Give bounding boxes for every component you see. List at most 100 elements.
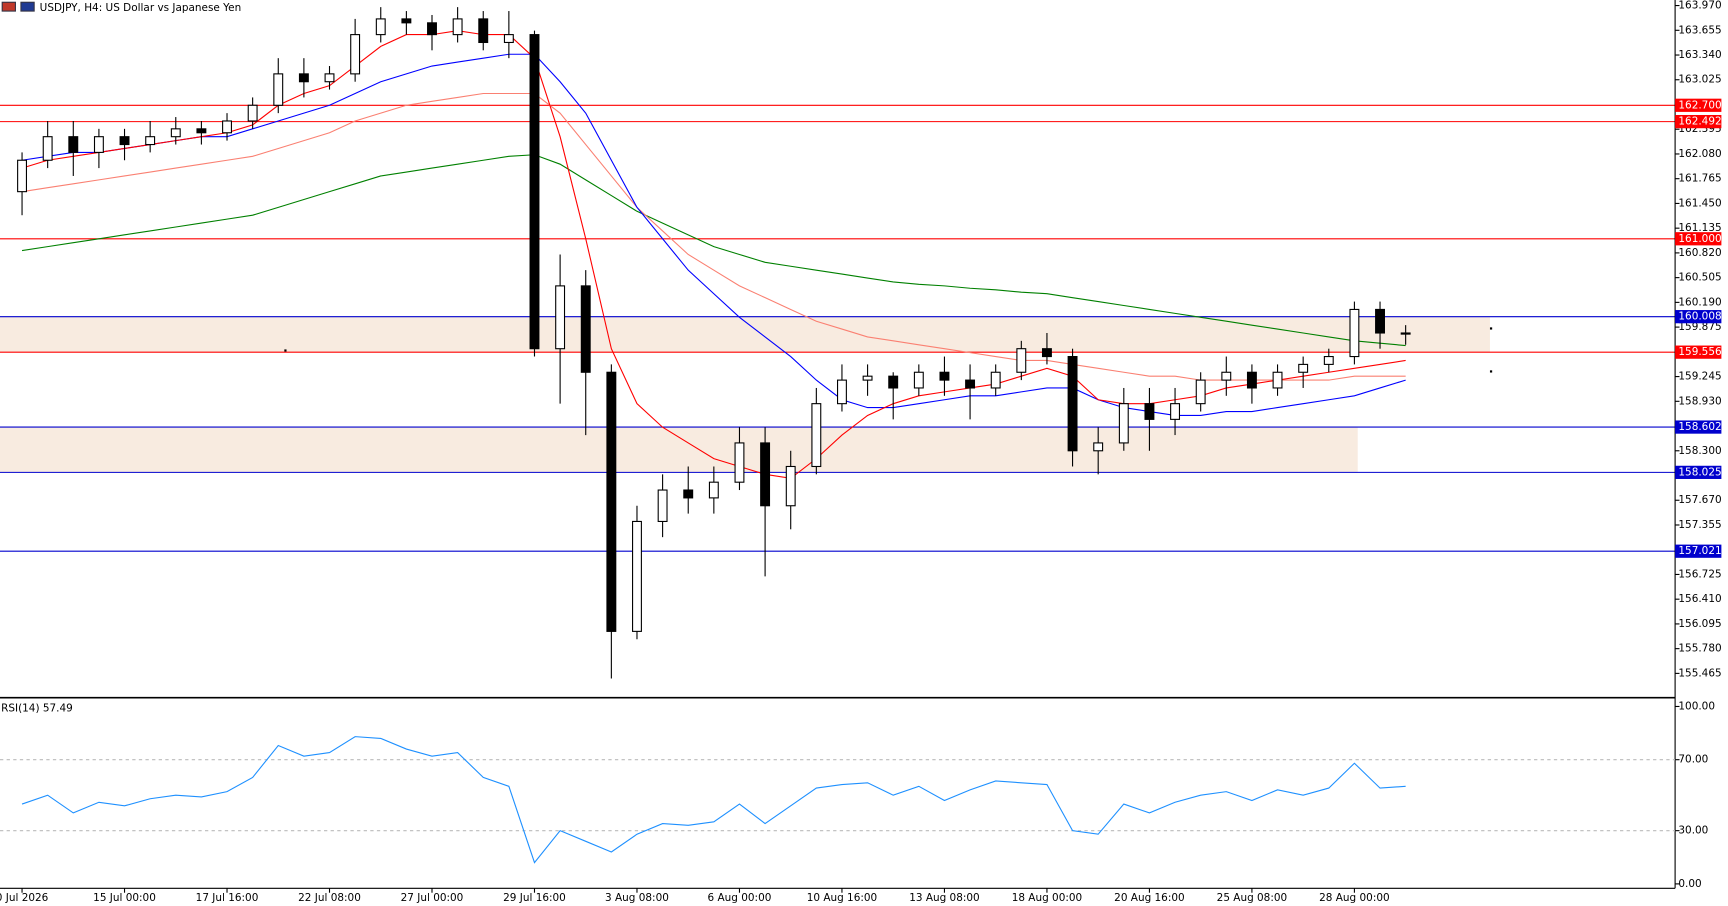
level-label-box (1675, 420, 1722, 434)
candle-body (965, 379, 976, 389)
candle-body (632, 520, 642, 632)
x-tick-label: 0 Jul 2026 (0, 892, 48, 904)
x-tick-label: 3 Aug 08:00 (605, 892, 669, 904)
y-tick-label: 159.875 (1678, 321, 1721, 333)
y-tick-label: 0.00 (1678, 878, 1701, 890)
candle-body (990, 371, 1001, 389)
y-tick-label: 70.00 (1678, 754, 1708, 766)
y-tick-label: 163.340 (1678, 49, 1721, 61)
candle-body (683, 489, 694, 499)
candle-body (273, 73, 284, 106)
candle-body (1400, 332, 1411, 335)
x-tick-label: 6 Aug 00:00 (708, 892, 772, 904)
y-tick-label: 163.970 (1678, 0, 1721, 12)
candle-body (1016, 348, 1027, 373)
x-tick-label: 29 Jul 16:00 (503, 892, 566, 904)
candle-body (298, 73, 309, 83)
candle-body (401, 18, 412, 24)
anchor-dot (284, 349, 287, 352)
y-tick-label: 156.410 (1678, 593, 1721, 605)
x-tick-label: 13 Aug 08:00 (909, 892, 979, 904)
candle-body (427, 22, 437, 36)
y-tick-label: 158.930 (1678, 395, 1721, 407)
x-tick-label: 22 Jul 08:00 (298, 892, 361, 904)
level-label: 159.556 (1678, 346, 1721, 358)
candle-body (17, 159, 27, 193)
x-tick-label: 17 Jul 16:00 (196, 892, 259, 904)
y-tick-label: 160.190 (1678, 296, 1721, 308)
candle-body (1195, 379, 1206, 405)
y-tick-label: 162.080 (1678, 148, 1721, 160)
candle-body (1323, 356, 1334, 365)
y-tick-label: 161.765 (1678, 173, 1721, 185)
level-label: 158.025 (1678, 466, 1721, 478)
candle-body (1349, 308, 1360, 358)
zone (0, 316, 1490, 353)
candle-body (350, 34, 361, 75)
candle-body (196, 128, 207, 134)
candle-body (222, 120, 232, 134)
level-label-box (1675, 310, 1722, 324)
candle-body (836, 379, 847, 405)
level-label-box (1675, 544, 1722, 558)
candle-body (1375, 308, 1385, 334)
candle-body (1272, 371, 1283, 389)
candle-body (657, 489, 668, 523)
candle-body (811, 403, 822, 468)
y-tick-label: 160.505 (1678, 272, 1721, 284)
level-label: 157.021 (1678, 545, 1721, 557)
y-tick-label: 163.655 (1678, 24, 1721, 36)
candle-body (478, 18, 489, 44)
candle-body (68, 136, 79, 153)
level-label: 162.492 (1678, 116, 1721, 128)
x-tick-label: 15 Jul 00:00 (93, 892, 156, 904)
level-label-box (1675, 465, 1722, 479)
x-tick-label: 10 Aug 16:00 (807, 892, 877, 904)
level-label: 158.602 (1678, 421, 1721, 433)
candle-body (42, 136, 53, 161)
y-tick-label: 155.465 (1678, 667, 1721, 679)
y-tick-label: 161.135 (1678, 222, 1721, 234)
y-tick-label: 157.355 (1678, 519, 1721, 531)
candle-body (913, 371, 924, 389)
candle-body (1144, 403, 1155, 420)
x-tick-label: 28 Aug 00:00 (1319, 892, 1389, 904)
candle-body (145, 136, 156, 146)
candle-body (862, 375, 873, 381)
y-tick-label: 156.095 (1678, 618, 1721, 630)
x-tick-label: 18 Aug 00:00 (1012, 892, 1082, 904)
candle-body (580, 285, 591, 373)
y-tick-label: 155.780 (1678, 643, 1721, 655)
candle-body (324, 73, 335, 83)
candle-body (888, 375, 899, 389)
level-label: 160.008 (1678, 311, 1721, 323)
symbol-icon[interactable] (20, 1, 35, 12)
y-tick-label: 158.300 (1678, 445, 1721, 457)
x-tick-label: 27 Jul 00:00 (401, 892, 464, 904)
y-tick-label: 157.670 (1678, 494, 1721, 506)
candle-body (1246, 371, 1257, 389)
candle-body (170, 128, 181, 138)
symbol-icon[interactable] (1, 1, 16, 12)
indicator-title: RSI(14) 57.49 (1, 703, 73, 715)
candle-body (734, 442, 745, 483)
candle-body (247, 104, 258, 122)
x-tick-label: 25 Aug 08:00 (1217, 892, 1287, 904)
zone (0, 427, 1358, 473)
candle-body (529, 34, 540, 350)
candle-body (939, 371, 950, 381)
candle-body (606, 371, 617, 632)
y-tick-label: 160.820 (1678, 247, 1721, 259)
level-label-box (1675, 345, 1722, 359)
candle-body (760, 442, 771, 507)
y-tick-label: 156.725 (1678, 568, 1721, 580)
candle-body (1221, 371, 1232, 381)
candle-body (708, 481, 719, 499)
level-label: 162.700 (1678, 99, 1721, 111)
candle-body (1118, 403, 1129, 444)
candle-body (1093, 442, 1104, 452)
candle-body (93, 136, 104, 153)
anchor-dot (1489, 327, 1493, 330)
